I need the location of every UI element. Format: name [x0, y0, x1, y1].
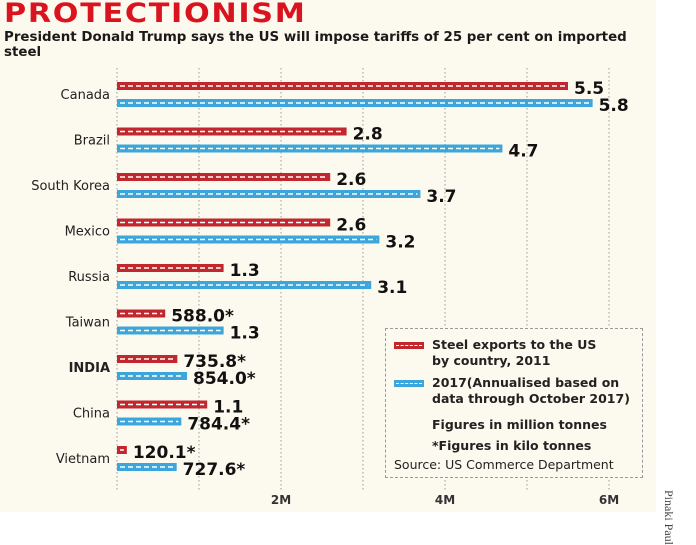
- value-label-vietnam-2011: 120.1*: [133, 443, 196, 463]
- value-label-taiwan-2017: 1.3: [230, 324, 260, 344]
- value-label-mexico-2017: 3.2: [385, 233, 415, 253]
- category-label-russia: Russia: [68, 270, 110, 285]
- value-label-vietnam-2017: 727.6*: [183, 460, 246, 480]
- value-label-china-2011: 1.1: [213, 398, 243, 418]
- legend-label-2017-line2: data through October 2017): [432, 391, 630, 406]
- bar-brazil-2017: [117, 144, 503, 153]
- value-label-brazil-2011: 2.8: [353, 125, 383, 145]
- category-label-taiwan: Taiwan: [65, 316, 110, 331]
- value-labels: 5.55.82.84.72.63.72.63.21.33.1588.0*1.37…: [133, 79, 629, 480]
- legend-note-kilo: *Figures in kilo tonnes: [432, 438, 592, 453]
- value-label-canada-2011: 5.5: [574, 79, 604, 99]
- bar-chart: Canada Brazil South Korea Mexico Russia Taiwa…: [31, 68, 629, 507]
- value-label-brazil-2017: 4.7: [508, 142, 538, 162]
- bar-canada-2011: [117, 82, 568, 90]
- bar-mexico-2011: [117, 218, 331, 227]
- value-label-russia-2017: 3.1: [377, 278, 407, 298]
- value-label-russia-2011: 1.3: [230, 261, 260, 281]
- category-label-vietnam: Vietnam: [56, 452, 110, 467]
- bar-china-2017: [117, 417, 182, 426]
- category-label-china: China: [73, 407, 110, 422]
- legend-label-2017-line1: 2017(Annualised based on: [432, 375, 620, 390]
- x-tick-2m: 2M: [271, 493, 291, 507]
- x-tick-6m: 6M: [599, 493, 619, 507]
- bar-brazil-2011: [117, 127, 347, 136]
- category-label-south-korea: South Korea: [31, 179, 110, 194]
- legend-label-2011-line1: Steel exports to the US: [432, 337, 597, 352]
- legend-item-2017: 2017(Annualised based on data through Oc…: [394, 375, 630, 407]
- value-label-india-2017: 854.0*: [193, 369, 256, 389]
- value-label-india-2011: 735.8*: [183, 352, 246, 372]
- legend: Steel exports to the US by country, 2011…: [385, 328, 643, 478]
- artist-credit: Pinaki Paul: [662, 490, 676, 545]
- category-label-brazil: Brazil: [74, 134, 110, 149]
- bars: [117, 82, 593, 471]
- x-axis-ticks: 2M 4M 6M: [271, 493, 619, 507]
- chart-subtitle: President Donald Trump says the US will …: [4, 30, 627, 60]
- x-tick-4m: 4M: [435, 493, 455, 507]
- value-label-mexico-2011: 2.6: [336, 216, 366, 236]
- legend-item-2011: Steel exports to the US by country, 2011: [394, 337, 596, 369]
- category-labels: Canada Brazil South Korea Mexico Russia Taiwa…: [31, 88, 110, 467]
- value-label-china-2017: 784.4*: [187, 415, 250, 435]
- source-note: Source: US Commerce Department: [394, 457, 614, 472]
- bar-taiwan-2011: [117, 309, 166, 318]
- chart-title: PROTECTIONISM: [4, 0, 307, 29]
- category-label-mexico: Mexico: [65, 225, 110, 240]
- value-label-canada-2017: 5.8: [599, 96, 629, 116]
- value-label-taiwan-2011: 588.0*: [171, 307, 234, 327]
- bar-south-korea-2011: [117, 173, 331, 181]
- value-label-south-korea-2011: 2.6: [336, 170, 366, 190]
- legend-swatch-2011: [394, 342, 424, 349]
- legend-swatch-2017: [394, 380, 424, 387]
- legend-note-million: Figures in million tonnes: [432, 417, 607, 432]
- category-label-india: INDIA: [69, 361, 110, 376]
- value-label-south-korea-2017: 3.7: [426, 187, 456, 207]
- legend-label-2011-line2: by country, 2011: [432, 353, 551, 368]
- category-label-canada: Canada: [61, 88, 110, 103]
